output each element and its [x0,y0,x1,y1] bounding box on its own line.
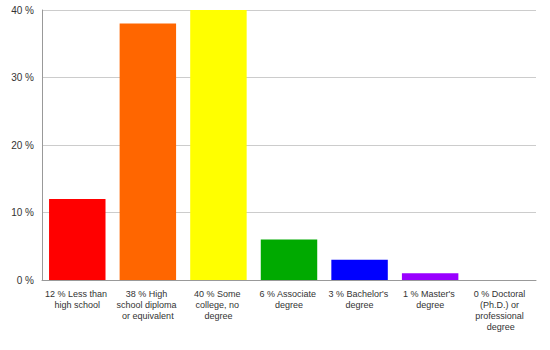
svg-text:high school: high school [55,300,101,310]
svg-text:40 %: 40 % [11,5,34,16]
svg-text:degree: degree [487,322,515,332]
svg-text:38 % High: 38 % High [126,289,170,299]
svg-text:12 % Less than: 12 % Less than [45,289,110,299]
svg-text:degree: degree [275,300,303,310]
svg-text:college, no: college, no [195,300,241,310]
svg-text:degree: degree [204,311,232,321]
svg-text:or equivalent: or equivalent [122,311,174,321]
svg-text:0 % Doctoral: 0 % Doctoral [474,289,528,299]
svg-text:professional: professional [475,311,526,321]
svg-text:(Ph.D.) or: (Ph.D.) or [480,300,522,310]
svg-text:school diploma: school diploma [117,300,180,310]
svg-text:degree: degree [416,300,444,310]
svg-text:10 %: 10 % [11,207,34,218]
svg-text:3 % Bachelor's: 3 % Bachelor's [328,289,390,299]
svg-text:40 % Some: 40 % Some [194,289,243,299]
svg-text:20 %: 20 % [11,140,34,151]
svg-text:30 %: 30 % [11,72,34,83]
svg-text:1 % Master's: 1 % Master's [403,289,457,299]
svg-text:6 % Associate: 6 % Associate [259,289,318,299]
svg-text:0 %: 0 % [17,275,34,286]
svg-text:degree: degree [346,300,374,310]
